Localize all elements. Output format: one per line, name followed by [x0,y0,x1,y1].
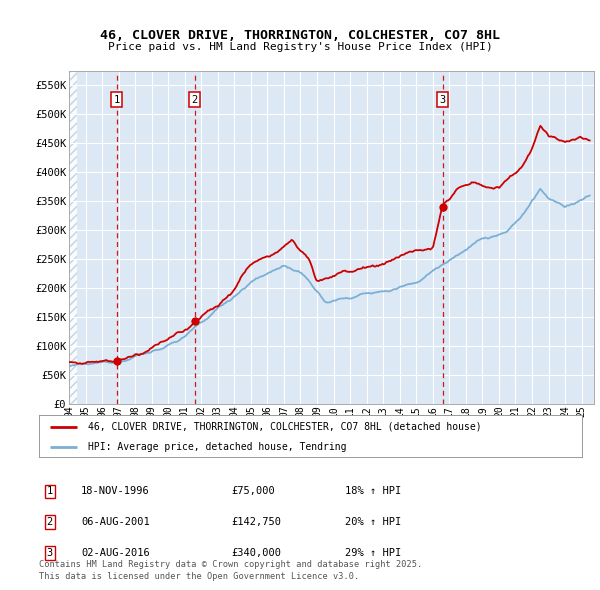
Text: 18% ↑ HPI: 18% ↑ HPI [345,487,401,496]
Text: £75,000: £75,000 [231,487,275,496]
Text: 3: 3 [439,95,446,105]
Text: 3: 3 [47,548,53,558]
Text: £142,750: £142,750 [231,517,281,527]
Text: 06-AUG-2001: 06-AUG-2001 [81,517,150,527]
Text: 2: 2 [47,517,53,527]
Text: HPI: Average price, detached house, Tendring: HPI: Average price, detached house, Tend… [88,442,346,451]
Text: 1: 1 [47,487,53,496]
Text: 02-AUG-2016: 02-AUG-2016 [81,548,150,558]
Text: 2: 2 [191,95,197,105]
Text: 18-NOV-1996: 18-NOV-1996 [81,487,150,496]
Text: 46, CLOVER DRIVE, THORRINGTON, COLCHESTER, CO7 8HL: 46, CLOVER DRIVE, THORRINGTON, COLCHESTE… [100,29,500,42]
Text: Contains HM Land Registry data © Crown copyright and database right 2025.
This d: Contains HM Land Registry data © Crown c… [39,560,422,581]
Text: 20% ↑ HPI: 20% ↑ HPI [345,517,401,527]
Text: 1: 1 [113,95,120,105]
Text: Price paid vs. HM Land Registry's House Price Index (HPI): Price paid vs. HM Land Registry's House … [107,42,493,52]
Text: 29% ↑ HPI: 29% ↑ HPI [345,548,401,558]
Text: 46, CLOVER DRIVE, THORRINGTON, COLCHESTER, CO7 8HL (detached house): 46, CLOVER DRIVE, THORRINGTON, COLCHESTE… [88,422,481,432]
Text: £340,000: £340,000 [231,548,281,558]
